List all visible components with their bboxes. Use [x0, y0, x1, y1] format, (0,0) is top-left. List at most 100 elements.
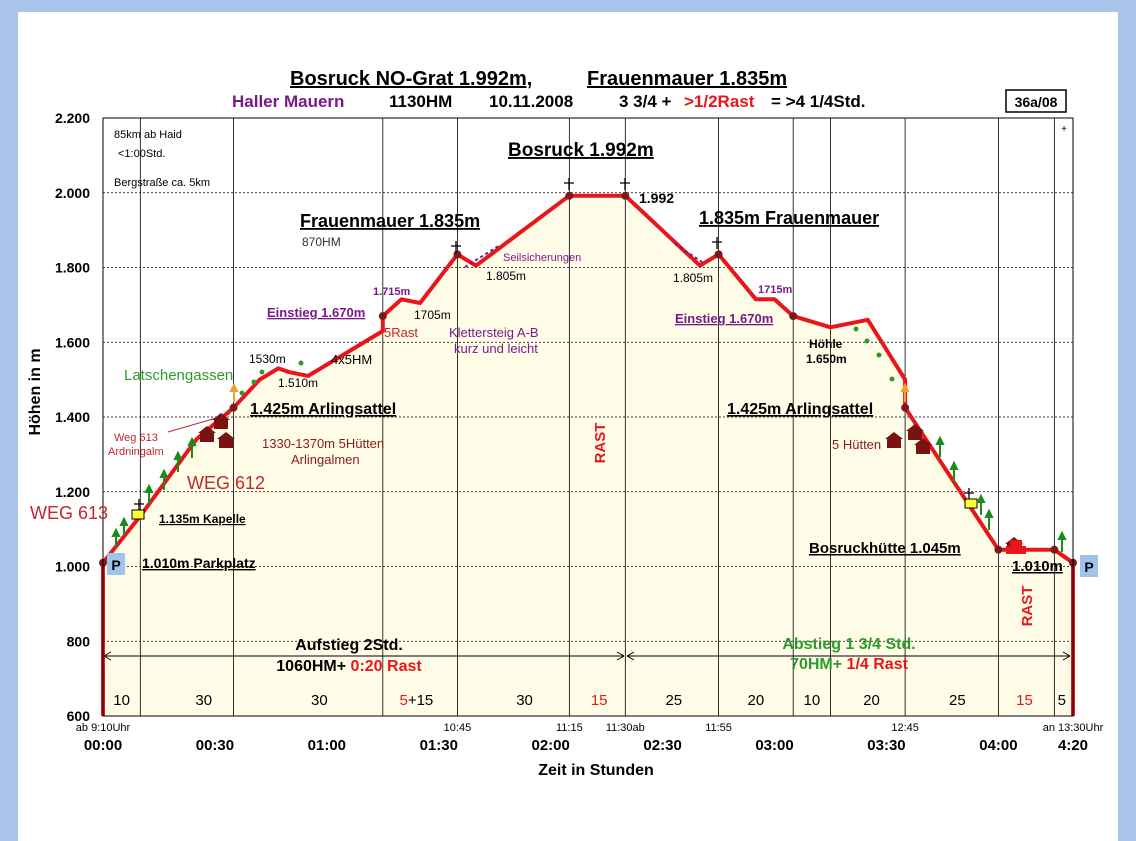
x-tick-label: 02:00	[532, 737, 570, 754]
up-arrow-icon	[159, 468, 169, 490]
clock-time-label: 12:45	[891, 722, 919, 734]
arlingsattel-left-label: 1.425m Arlingsattel	[250, 401, 396, 418]
clock-time-label: 10:45	[444, 722, 472, 734]
hut-icon	[212, 413, 230, 429]
hut-icon	[217, 432, 235, 448]
segment-duration: 30	[195, 692, 212, 709]
elevation-1805-right: 1.805m	[673, 271, 713, 285]
segment-duration: 20	[748, 692, 765, 709]
bosruckhuette-roof-icon	[1006, 540, 1026, 554]
waypoint-marker	[229, 403, 238, 412]
hoehle-label-1: Höhle	[809, 337, 843, 351]
kapelle-label: 1.135m Kapelle	[159, 512, 246, 526]
rast-right-label: RAST	[1019, 586, 1036, 627]
end-elevation-label: 1.010m	[1012, 558, 1063, 575]
cable-line	[464, 244, 501, 268]
seilsicherungen-label: Seilsicherungen	[503, 252, 581, 264]
clock-time-label: an 13:30Uhr	[1043, 722, 1104, 734]
info-drive-time: <1:00Std.	[118, 148, 165, 160]
info-distance: 85km ab Haid	[114, 129, 182, 141]
subtitle-date: 10.11.2008	[489, 92, 573, 111]
document-badge-box	[1005, 89, 1067, 113]
y-axis-label: Höhen in m	[27, 348, 44, 435]
elevation-1530-label: 1530m	[249, 352, 286, 366]
x-tick-label: 02:30	[643, 737, 681, 754]
bosruck-peak-label: Bosruck 1.992m	[508, 140, 654, 161]
cross-icon	[620, 178, 630, 190]
elevation-1992-label: 1.992	[639, 190, 674, 206]
x-tick-label: 01:00	[308, 737, 346, 754]
ascent-arrows	[111, 435, 1067, 552]
ascent-detail-label: 1060HM+ 0:20 Rast	[276, 658, 422, 675]
x-tick-label: 01:30	[420, 737, 458, 754]
up-arrow-icon	[111, 527, 121, 547]
waypoint-marker	[901, 403, 910, 412]
descent-span-arrow	[626, 651, 1071, 661]
vegetation-dot	[259, 369, 265, 375]
up-arrow-icon	[119, 516, 129, 536]
elevation-1715-right: 1715m	[758, 284, 792, 296]
segment-duration: 10	[113, 692, 130, 709]
elevation-1510-label: 1.510m	[278, 376, 318, 390]
latschen-dots	[239, 326, 895, 396]
hoehle-label-2: 1.650m	[806, 352, 847, 366]
chart-title-part1: Bosruck NO-Grat 1.992m,	[290, 68, 532, 90]
segment-duration: 30	[311, 692, 328, 709]
weg613-small-label-1: Weg 613	[114, 432, 158, 444]
y-tick-label: 2.000	[55, 185, 90, 201]
hut-icon	[914, 438, 932, 454]
up-arrow-icon	[144, 483, 154, 505]
vertical-gridlines	[101, 118, 1075, 716]
weg613-small-label-2: Ardningalm	[108, 446, 164, 458]
y-tick-label: 1.800	[55, 260, 90, 276]
clock-time-label: ab 9:10Uhr	[76, 722, 131, 734]
waypoint-marker	[378, 312, 387, 321]
huetten-label-2: Arlingalmen	[291, 452, 360, 467]
elevation-1715-left: 1.715m	[373, 286, 411, 298]
x-tick-label: 00:30	[196, 737, 234, 754]
document-badge: 36a/08	[1015, 94, 1058, 110]
x-tick-label: 4:20	[1058, 737, 1088, 754]
x-tick-labels: 00:00 00:30 01:00 01:30 02:00 02:30 03:00 03:30…	[84, 737, 1088, 754]
segment-duration: 5+15	[399, 692, 433, 709]
clock-time-labels: ab 9:10Uhr 10:45 11:15 11:30ab 11:55 12:45 an …	[76, 722, 1104, 734]
y-tick-label: 600	[67, 708, 91, 724]
subtitle-region: Haller Mauern	[232, 92, 344, 111]
y-tick-label: 1.400	[55, 409, 90, 425]
cross-icon	[712, 237, 722, 249]
y-tick-label: 1.600	[55, 334, 90, 350]
info-road: Bergstraße ca. 5km	[114, 177, 210, 189]
up-arrow-icon	[976, 493, 986, 515]
profile-area-fill	[103, 195, 1073, 716]
segment-duration: 30	[516, 692, 533, 709]
chapel-icon	[131, 509, 145, 520]
einstieg-right-label: Einstieg 1.670m	[675, 311, 773, 326]
elevation-1805-left: 1.805m	[486, 269, 526, 283]
vegetation-dot	[853, 326, 859, 332]
chart-title-part2: Frauenmauer 1.835m	[587, 68, 787, 90]
hut-icon	[885, 432, 903, 448]
x-tick-label: 00:00	[84, 737, 122, 754]
waypoint-marker	[453, 250, 462, 259]
up-arrow-icon	[935, 435, 945, 457]
rest-5-label: 5Rast	[384, 325, 418, 340]
signpost-arrows	[229, 382, 910, 402]
chapel-icon	[964, 498, 978, 509]
up-arrow-icon	[173, 450, 183, 472]
segment-duration: 25	[665, 692, 682, 709]
summit-crosses	[134, 178, 974, 511]
subtitle-time-b: = >4 1/4Std.	[771, 92, 866, 111]
descent-time-label: Abstieg 1 3/4 Std.	[782, 636, 915, 653]
cable-sections	[464, 243, 703, 268]
ascent-time-label: Aufstieg 2Std.	[295, 637, 403, 654]
y-tick-labels: 600 800 1.000 1.200 1.400 1.600 1.800 2.000 2.20…	[55, 110, 90, 724]
waypoint-marker	[621, 191, 630, 200]
x-tick-label: 03:00	[755, 737, 793, 754]
y-tick-label: 2.200	[55, 110, 90, 126]
x-axis-label: Zeit in Stunden	[538, 762, 654, 779]
subtitle-rest: >1/2Rast	[684, 92, 755, 111]
parking-icon-end: P	[1084, 559, 1093, 575]
signpost-icon	[229, 382, 239, 402]
vegetation-dot	[889, 376, 895, 382]
hm-870-label: 870HM	[302, 235, 341, 249]
